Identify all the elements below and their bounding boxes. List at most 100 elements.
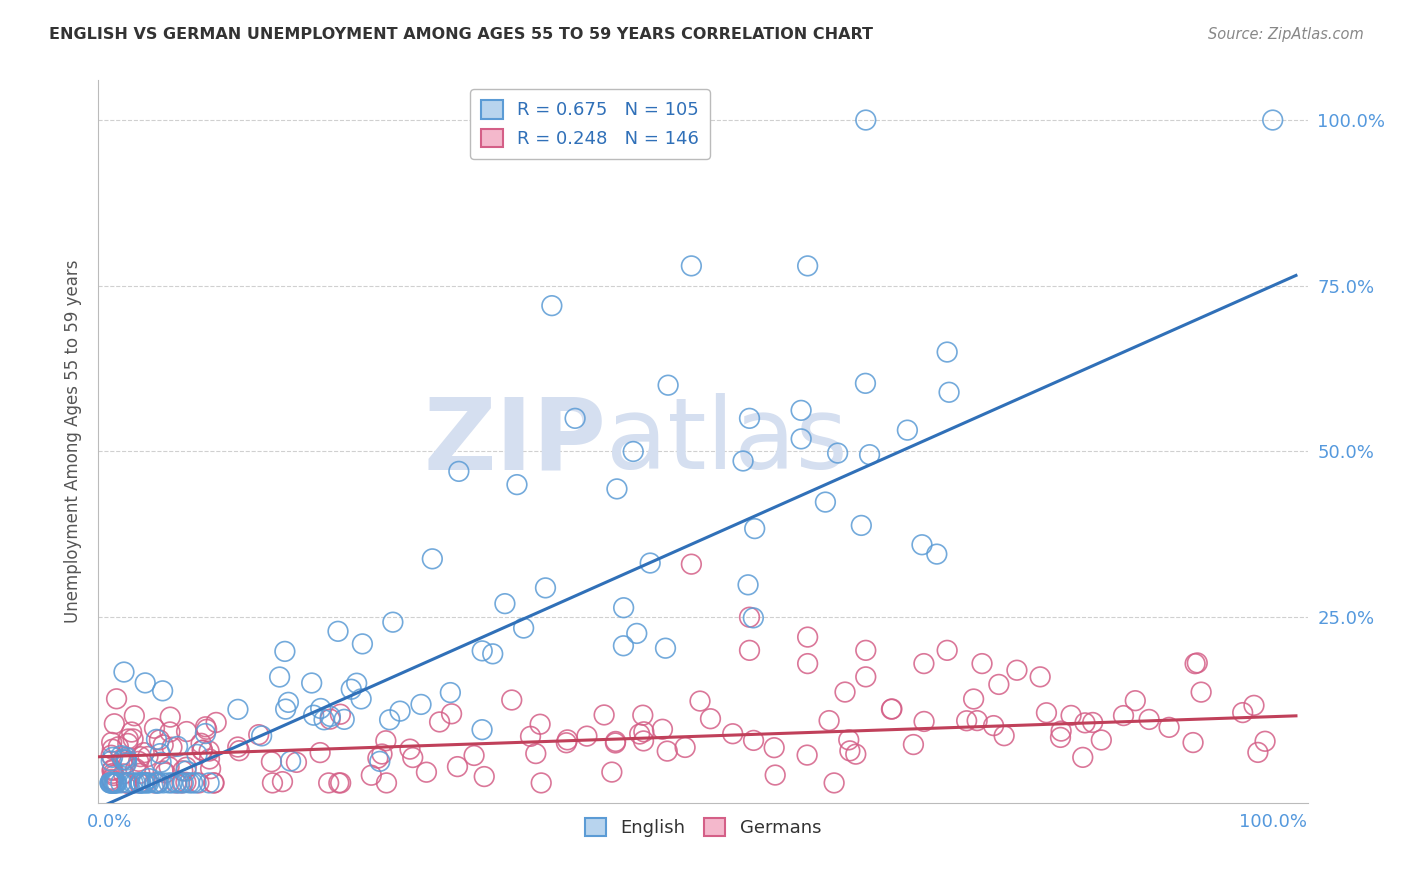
Point — [796, 657, 818, 671]
Point — [763, 740, 786, 755]
Point — [575, 729, 598, 743]
Point — [198, 744, 221, 758]
Point — [557, 732, 579, 747]
Point — [1261, 113, 1284, 128]
Point — [738, 610, 761, 624]
Point — [1071, 750, 1094, 764]
Point — [112, 767, 135, 781]
Point — [936, 345, 959, 359]
Point — [190, 736, 212, 750]
Point — [124, 776, 146, 790]
Point — [420, 551, 443, 566]
Point — [128, 776, 150, 790]
Point — [721, 727, 744, 741]
Point — [638, 556, 661, 570]
Point — [271, 774, 294, 789]
Point — [181, 776, 204, 790]
Point — [463, 748, 485, 763]
Point — [845, 747, 868, 761]
Point — [202, 776, 225, 790]
Point — [855, 376, 877, 391]
Point — [328, 776, 350, 790]
Point — [115, 753, 138, 767]
Point — [103, 776, 125, 790]
Point — [205, 715, 228, 730]
Point — [600, 765, 623, 780]
Point — [512, 621, 534, 635]
Point — [319, 709, 342, 723]
Point — [346, 676, 368, 690]
Point — [129, 776, 152, 790]
Point — [621, 444, 644, 458]
Point — [107, 739, 129, 754]
Point — [100, 772, 122, 787]
Point — [911, 538, 934, 552]
Point — [309, 746, 332, 760]
Point — [124, 762, 146, 776]
Point — [274, 644, 297, 658]
Point — [1050, 724, 1073, 739]
Point — [277, 695, 299, 709]
Text: atlas: atlas — [606, 393, 848, 490]
Point — [103, 776, 125, 790]
Point — [103, 716, 125, 731]
Point — [186, 747, 208, 762]
Point — [742, 611, 765, 625]
Point — [100, 748, 122, 763]
Point — [280, 754, 302, 768]
Point — [654, 641, 676, 656]
Point — [170, 776, 193, 790]
Point — [352, 637, 374, 651]
Point — [626, 626, 648, 640]
Point — [1254, 734, 1277, 748]
Point — [172, 776, 194, 790]
Point — [194, 726, 217, 740]
Point — [519, 730, 541, 744]
Point — [818, 714, 841, 728]
Point — [1005, 663, 1028, 677]
Point — [371, 747, 394, 761]
Point — [631, 708, 654, 723]
Point — [834, 685, 856, 699]
Point — [194, 720, 217, 734]
Point — [633, 724, 655, 739]
Point — [101, 776, 124, 790]
Point — [987, 677, 1010, 691]
Point — [105, 776, 128, 790]
Point — [152, 776, 174, 790]
Point — [851, 518, 873, 533]
Point — [494, 597, 516, 611]
Point — [103, 766, 125, 780]
Point — [481, 647, 503, 661]
Point — [1112, 708, 1135, 723]
Point — [350, 692, 373, 706]
Point — [148, 732, 170, 747]
Point — [731, 454, 754, 468]
Point — [226, 739, 249, 754]
Point — [132, 776, 155, 790]
Point — [564, 411, 586, 425]
Point — [122, 776, 145, 790]
Point — [157, 760, 180, 774]
Point — [340, 682, 363, 697]
Point — [98, 776, 121, 790]
Point — [699, 712, 721, 726]
Point — [134, 775, 156, 789]
Point — [409, 698, 432, 712]
Point — [651, 723, 673, 737]
Point — [838, 744, 860, 758]
Point — [202, 776, 225, 790]
Point — [1060, 708, 1083, 723]
Point — [858, 448, 880, 462]
Point — [100, 754, 122, 768]
Point — [593, 708, 616, 723]
Point — [112, 753, 135, 767]
Point — [1029, 670, 1052, 684]
Point — [529, 717, 551, 731]
Point — [115, 776, 138, 790]
Point — [174, 775, 197, 789]
Text: ENGLISH VS GERMAN UNEMPLOYMENT AMONG AGES 55 TO 59 YEARS CORRELATION CHART: ENGLISH VS GERMAN UNEMPLOYMENT AMONG AGE… — [49, 27, 873, 42]
Point — [471, 644, 494, 658]
Point — [117, 736, 139, 750]
Point — [274, 702, 297, 716]
